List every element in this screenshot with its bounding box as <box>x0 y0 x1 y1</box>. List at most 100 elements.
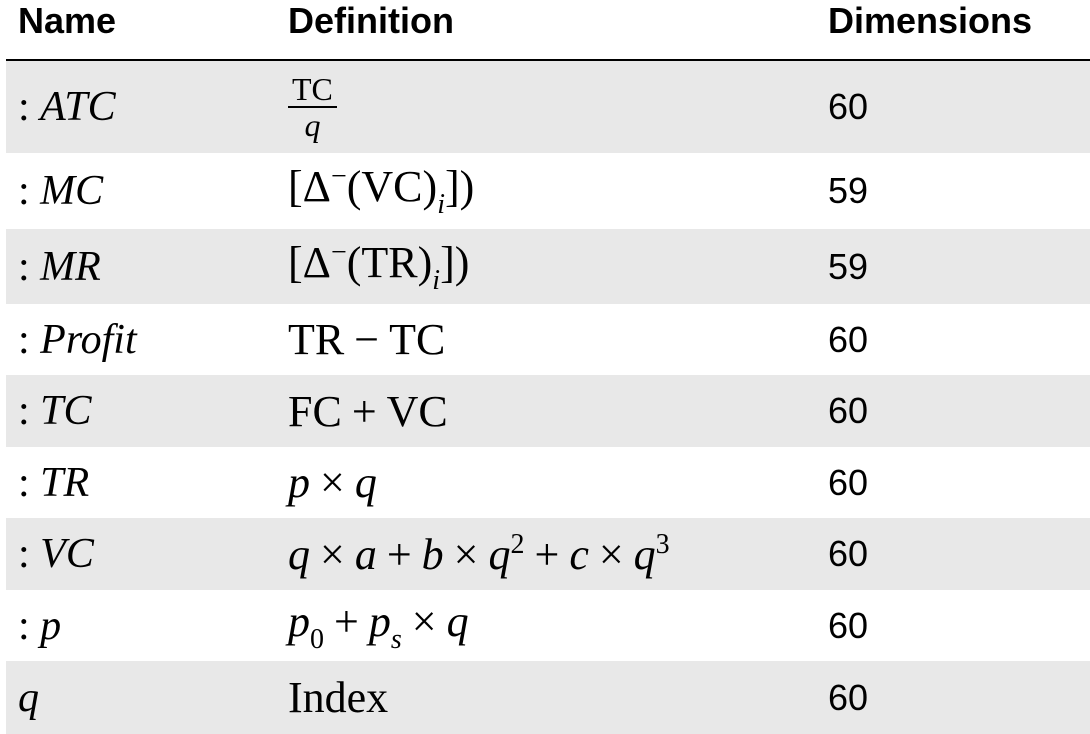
prefix: : <box>18 243 30 290</box>
table-row: : p p0 + ps × q 60 <box>6 590 1090 661</box>
math-token: 3 <box>655 528 670 560</box>
symbol: TR <box>40 459 90 506</box>
math-token: p <box>288 458 310 507</box>
definition-cell: TR − TC <box>288 314 445 365</box>
math-token: TR <box>288 315 345 364</box>
math-token: q <box>304 107 321 143</box>
math-token: × <box>320 458 345 507</box>
table-row: : ATC TC q 60 <box>6 61 1090 153</box>
math-token: × <box>320 529 345 579</box>
math-token: VC <box>386 386 448 436</box>
header-cell: Dimensions <box>828 0 1033 41</box>
dimensions-cell: 60 <box>828 533 869 574</box>
math-token: − <box>330 161 347 192</box>
name-cell: : Profit <box>18 316 137 364</box>
name-cell: : MR <box>18 243 101 291</box>
dimensions-cell: 60 <box>828 676 869 718</box>
math-token: + <box>334 596 359 646</box>
definition-cell: q × a + b × q2 + c × q3 <box>288 529 670 580</box>
table-row: : MR [Δ−(TR)i]) 59 <box>6 229 1090 304</box>
math-token: + <box>534 529 560 579</box>
definition-cell: FC + VC <box>288 386 448 437</box>
symbol: p <box>40 602 62 649</box>
math-token: [Δ <box>288 237 331 287</box>
math-token: [Δ <box>288 162 331 211</box>
prefix: : <box>18 459 30 506</box>
math-token: i <box>437 189 445 220</box>
table-row: : MC [Δ−(VC)i]) 59 <box>6 153 1090 229</box>
math-token: 2 <box>510 528 525 560</box>
symbol: ATC <box>40 84 116 130</box>
math-token: − <box>330 236 347 268</box>
name-cell: q <box>18 674 39 722</box>
math-token: p <box>368 596 391 646</box>
math-token: s <box>390 623 402 655</box>
table-row: : Profit TR − TC 60 <box>6 304 1090 375</box>
math-token: q <box>488 529 511 579</box>
name-cell: : TC <box>18 387 92 435</box>
prefix: : <box>18 602 30 649</box>
definition-cell: Index <box>288 672 388 723</box>
math-token: TC <box>292 71 333 107</box>
math-token: c <box>569 529 589 579</box>
dimensions-cell: 60 <box>828 86 869 127</box>
math-token: − <box>354 315 380 364</box>
header-cell: Name <box>18 0 117 41</box>
prefix: : <box>18 168 30 214</box>
prefix: : <box>18 84 30 130</box>
prefix: : <box>18 531 30 577</box>
math-token: + <box>351 386 377 436</box>
header-cell: Definition <box>288 0 454 41</box>
math-token: b <box>421 529 444 579</box>
math-token: TC <box>389 315 446 364</box>
header-rule <box>6 59 1090 61</box>
math-token: p <box>288 596 310 646</box>
symbol: MC <box>40 168 104 214</box>
denominator: q <box>304 108 320 142</box>
dimensions-cell: 60 <box>828 390 869 431</box>
math-token: × <box>598 529 624 579</box>
symbol: VC <box>40 531 94 577</box>
math-token: ]) <box>444 162 475 211</box>
math-token: (VC) <box>346 162 438 211</box>
name-cell: : p <box>18 602 61 650</box>
name-cell: : VC <box>18 530 94 578</box>
definition-cell: p0 + ps × q <box>288 596 469 656</box>
math-token: Index <box>288 673 389 722</box>
definition-cell: [Δ−(VC)i]) <box>288 161 474 221</box>
table-row: : TC FC + VC 60 <box>6 375 1090 447</box>
fraction: TC q <box>288 72 337 142</box>
name-cell: : ATC <box>18 83 116 131</box>
math-token: FC <box>288 386 342 436</box>
dimensions-cell: 59 <box>828 170 869 211</box>
prefix: : <box>18 316 30 363</box>
table-row: : VC q × a + b × q2 + c × q3 60 <box>6 518 1090 590</box>
math-token: (TR) <box>346 237 433 287</box>
definition-cell: p × q <box>288 457 377 508</box>
definition-cell: TC q <box>288 72 337 142</box>
numerator: TC <box>288 72 337 108</box>
table-row: q Index 60 <box>6 661 1090 734</box>
name-cell: : TR <box>18 459 89 507</box>
math-token: i <box>432 264 441 296</box>
name-cell: : MC <box>18 167 103 215</box>
symbol: MR <box>40 243 101 290</box>
math-token: × <box>453 529 479 579</box>
prefix: : <box>18 388 30 434</box>
dimensions-cell: 60 <box>828 318 869 360</box>
dimensions-cell: 59 <box>828 245 869 287</box>
math-token: ]) <box>440 237 470 287</box>
dimensions-cell: 60 <box>828 461 869 503</box>
dimensions-cell: 60 <box>828 604 869 646</box>
symbol: Profit <box>40 316 137 363</box>
symbol: TC <box>40 388 92 434</box>
definition-cell: [Δ−(TR)i]) <box>288 237 469 297</box>
math-token: + <box>386 529 412 579</box>
math-token: 0 <box>310 623 324 655</box>
math-token: q <box>288 529 310 579</box>
math-token: q <box>446 596 469 646</box>
math-token: × <box>411 596 437 646</box>
math-token: q <box>354 458 377 507</box>
math-token: a <box>354 529 377 579</box>
